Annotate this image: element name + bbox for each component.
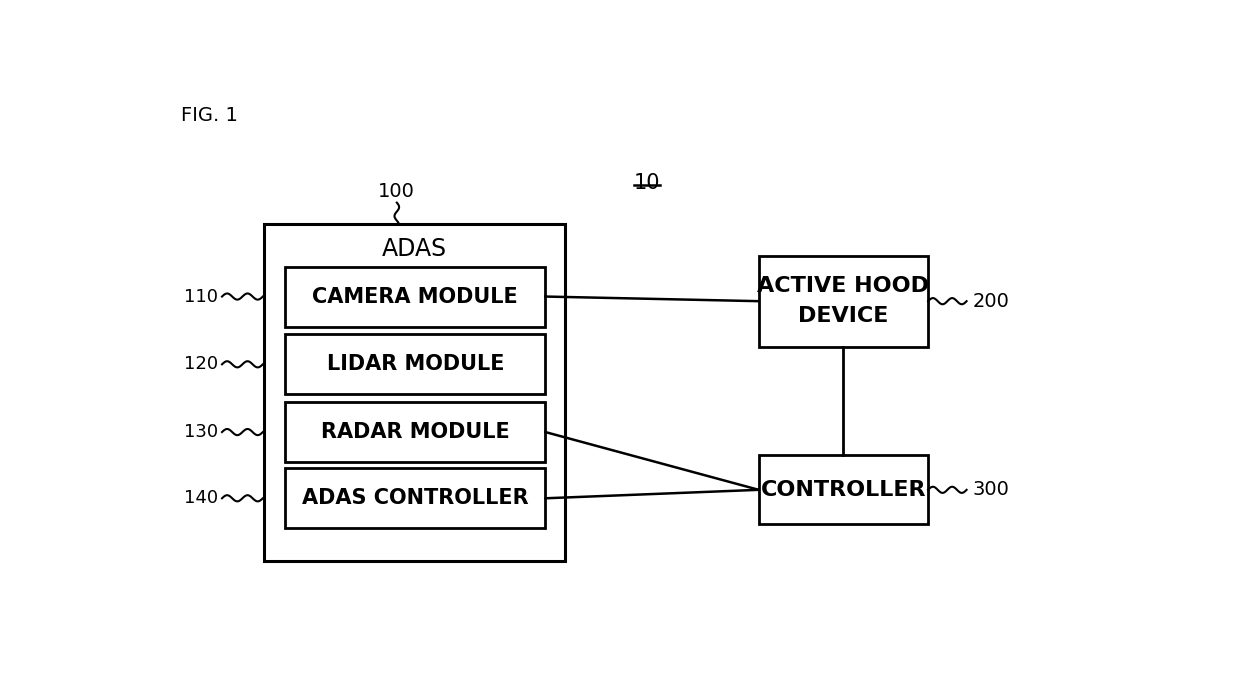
- Text: 100: 100: [378, 182, 415, 201]
- Text: 10: 10: [634, 172, 660, 193]
- Text: FIG. 1: FIG. 1: [181, 106, 238, 125]
- Bar: [285, 402, 546, 462]
- Bar: [285, 266, 546, 327]
- Text: ACTIVE HOOD
DEVICE: ACTIVE HOOD DEVICE: [758, 276, 930, 326]
- Text: 140: 140: [184, 489, 218, 507]
- Text: 300: 300: [972, 480, 1009, 499]
- Text: LIDAR MODULE: LIDAR MODULE: [326, 354, 503, 375]
- Bar: [759, 256, 928, 347]
- Bar: [759, 455, 928, 524]
- Text: ADAS: ADAS: [382, 237, 448, 261]
- Text: 200: 200: [972, 291, 1009, 311]
- Text: CONTROLLER: CONTROLLER: [760, 480, 926, 500]
- Text: 110: 110: [185, 287, 218, 306]
- Text: ADAS CONTROLLER: ADAS CONTROLLER: [303, 488, 528, 508]
- Text: 130: 130: [184, 423, 218, 441]
- Text: RADAR MODULE: RADAR MODULE: [321, 422, 510, 442]
- Bar: [264, 224, 564, 561]
- Bar: [285, 469, 546, 528]
- Text: 120: 120: [184, 355, 218, 373]
- Text: CAMERA MODULE: CAMERA MODULE: [312, 287, 518, 306]
- Bar: [285, 334, 546, 394]
